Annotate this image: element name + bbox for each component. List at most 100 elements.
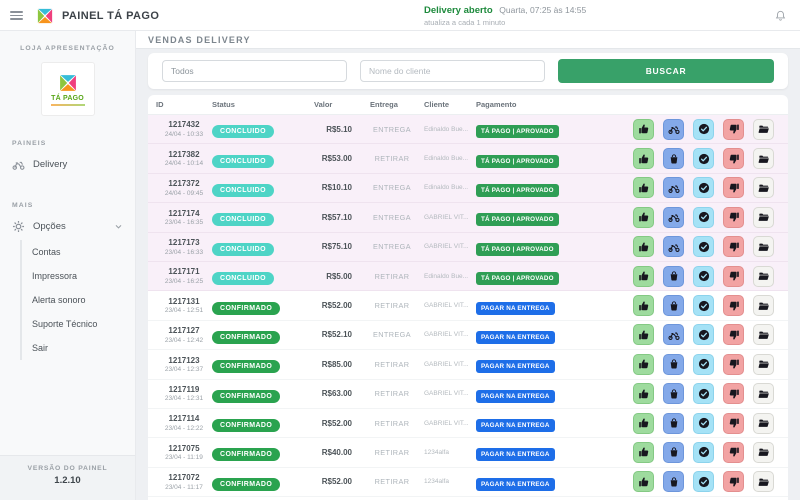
complete-button[interactable] [693, 295, 714, 317]
approve-button[interactable] [633, 118, 654, 140]
reject-button[interactable] [723, 353, 744, 375]
table-header: ID Status Valor Entrega Cliente Pagament… [148, 95, 788, 115]
order-datetime: 24/04 - 10:33 [164, 130, 204, 138]
delivery-mode-button[interactable] [663, 383, 684, 405]
complete-button[interactable] [693, 324, 714, 346]
client-name-input[interactable] [360, 60, 545, 82]
approve-button[interactable] [633, 265, 654, 287]
status-filter-select[interactable]: Todos [162, 60, 347, 82]
folder-open-icon [758, 446, 770, 458]
open-order-button[interactable] [753, 177, 774, 199]
approve-button[interactable] [633, 206, 654, 228]
open-order-button[interactable] [753, 324, 774, 346]
complete-button[interactable] [693, 471, 714, 493]
open-order-button[interactable] [753, 118, 774, 140]
delivery-mode-button[interactable] [663, 324, 684, 346]
check-circle-icon [698, 358, 710, 370]
open-order-button[interactable] [753, 295, 774, 317]
open-order-button[interactable] [753, 353, 774, 375]
open-order-button[interactable] [753, 148, 774, 170]
delivery-type: RETIRAR [374, 389, 410, 399]
reject-button[interactable] [723, 412, 744, 434]
thumbs-down-icon [728, 300, 740, 312]
complete-button[interactable] [693, 236, 714, 258]
reject-button[interactable] [723, 177, 744, 199]
complete-button[interactable] [693, 265, 714, 287]
complete-button[interactable] [693, 412, 714, 434]
notifications-bell-icon[interactable] [774, 9, 787, 23]
reject-button[interactable] [723, 324, 744, 346]
check-circle-icon [698, 446, 710, 458]
approve-button[interactable] [633, 324, 654, 346]
submenu-item-sair[interactable]: Sair [32, 343, 49, 353]
sidebar-item-delivery[interactable]: Delivery [0, 151, 135, 178]
approve-button[interactable] [633, 441, 654, 463]
complete-button[interactable] [693, 148, 714, 170]
check-circle-icon [698, 153, 710, 165]
reject-button[interactable] [723, 118, 744, 140]
open-order-button[interactable] [753, 236, 774, 258]
reject-button[interactable] [723, 471, 744, 493]
reject-button[interactable] [723, 206, 744, 228]
open-order-button[interactable] [753, 383, 774, 405]
delivery-mode-button[interactable] [663, 236, 684, 258]
open-order-button[interactable] [753, 265, 774, 287]
order-value: R$85.00 [321, 359, 352, 369]
folder-open-icon [758, 241, 770, 253]
order-value: R$75.10 [321, 242, 352, 252]
reject-button[interactable] [723, 265, 744, 287]
approve-button[interactable] [633, 177, 654, 199]
order-datetime: 24/04 - 10:14 [164, 160, 204, 168]
delivery-mode-button[interactable] [663, 471, 684, 493]
order-value: R$10.10 [321, 183, 352, 193]
delivery-type: ENTREGA [372, 242, 412, 252]
delivery-type: ENTREGA [372, 330, 412, 340]
complete-button[interactable] [693, 206, 714, 228]
complete-button[interactable] [693, 441, 714, 463]
delivery-mode-button[interactable] [663, 177, 684, 199]
open-order-button[interactable] [753, 441, 774, 463]
complete-button[interactable] [693, 177, 714, 199]
client-name: GABRIEL VIT... [424, 213, 469, 221]
approve-button[interactable] [633, 383, 654, 405]
reject-button[interactable] [723, 236, 744, 258]
reject-button[interactable] [723, 295, 744, 317]
approve-button[interactable] [633, 412, 654, 434]
payment-badge: TÁ PAGO | APROVADO [476, 125, 559, 139]
complete-button[interactable] [693, 353, 714, 375]
hamburger-menu-icon[interactable] [10, 11, 23, 20]
delivery-mode-button[interactable] [663, 412, 684, 434]
approve-button[interactable] [633, 148, 654, 170]
status-badge: CONCLUIDO [212, 213, 274, 227]
delivery-mode-button[interactable] [663, 441, 684, 463]
open-order-button[interactable] [753, 471, 774, 493]
reject-button[interactable] [723, 148, 744, 170]
submenu-item-alerta-sonoro[interactable]: Alerta sonoro [32, 295, 86, 305]
submenu-item-impressora[interactable]: Impressora [32, 271, 78, 281]
approve-button[interactable] [633, 236, 654, 258]
delivery-mode-button[interactable] [663, 265, 684, 287]
complete-button[interactable] [693, 118, 714, 140]
open-order-button[interactable] [753, 206, 774, 228]
submenu-item-suporte-tecnico[interactable]: Suporte Técnico [32, 319, 98, 329]
approve-button[interactable] [633, 353, 654, 375]
delivery-mode-button[interactable] [663, 353, 684, 375]
client-name: Edinaldo Bue... [424, 125, 469, 133]
reject-button[interactable] [723, 441, 744, 463]
approve-button[interactable] [633, 471, 654, 493]
approve-button[interactable] [633, 295, 654, 317]
reject-button[interactable] [723, 383, 744, 405]
check-circle-icon [698, 123, 710, 135]
delivery-mode-button[interactable] [663, 295, 684, 317]
order-id: 1217131 [168, 296, 200, 306]
order-datetime: 23/04 - 16:25 [164, 277, 204, 285]
open-order-button[interactable] [753, 412, 774, 434]
delivery-mode-button[interactable] [663, 118, 684, 140]
delivery-mode-button[interactable] [663, 206, 684, 228]
sidebar-item-options[interactable]: Opções [0, 213, 135, 240]
search-button[interactable]: BUSCAR [558, 59, 774, 83]
delivery-mode-button[interactable] [663, 148, 684, 170]
submenu-item-contas[interactable]: Contas [32, 247, 61, 257]
complete-button[interactable] [693, 383, 714, 405]
